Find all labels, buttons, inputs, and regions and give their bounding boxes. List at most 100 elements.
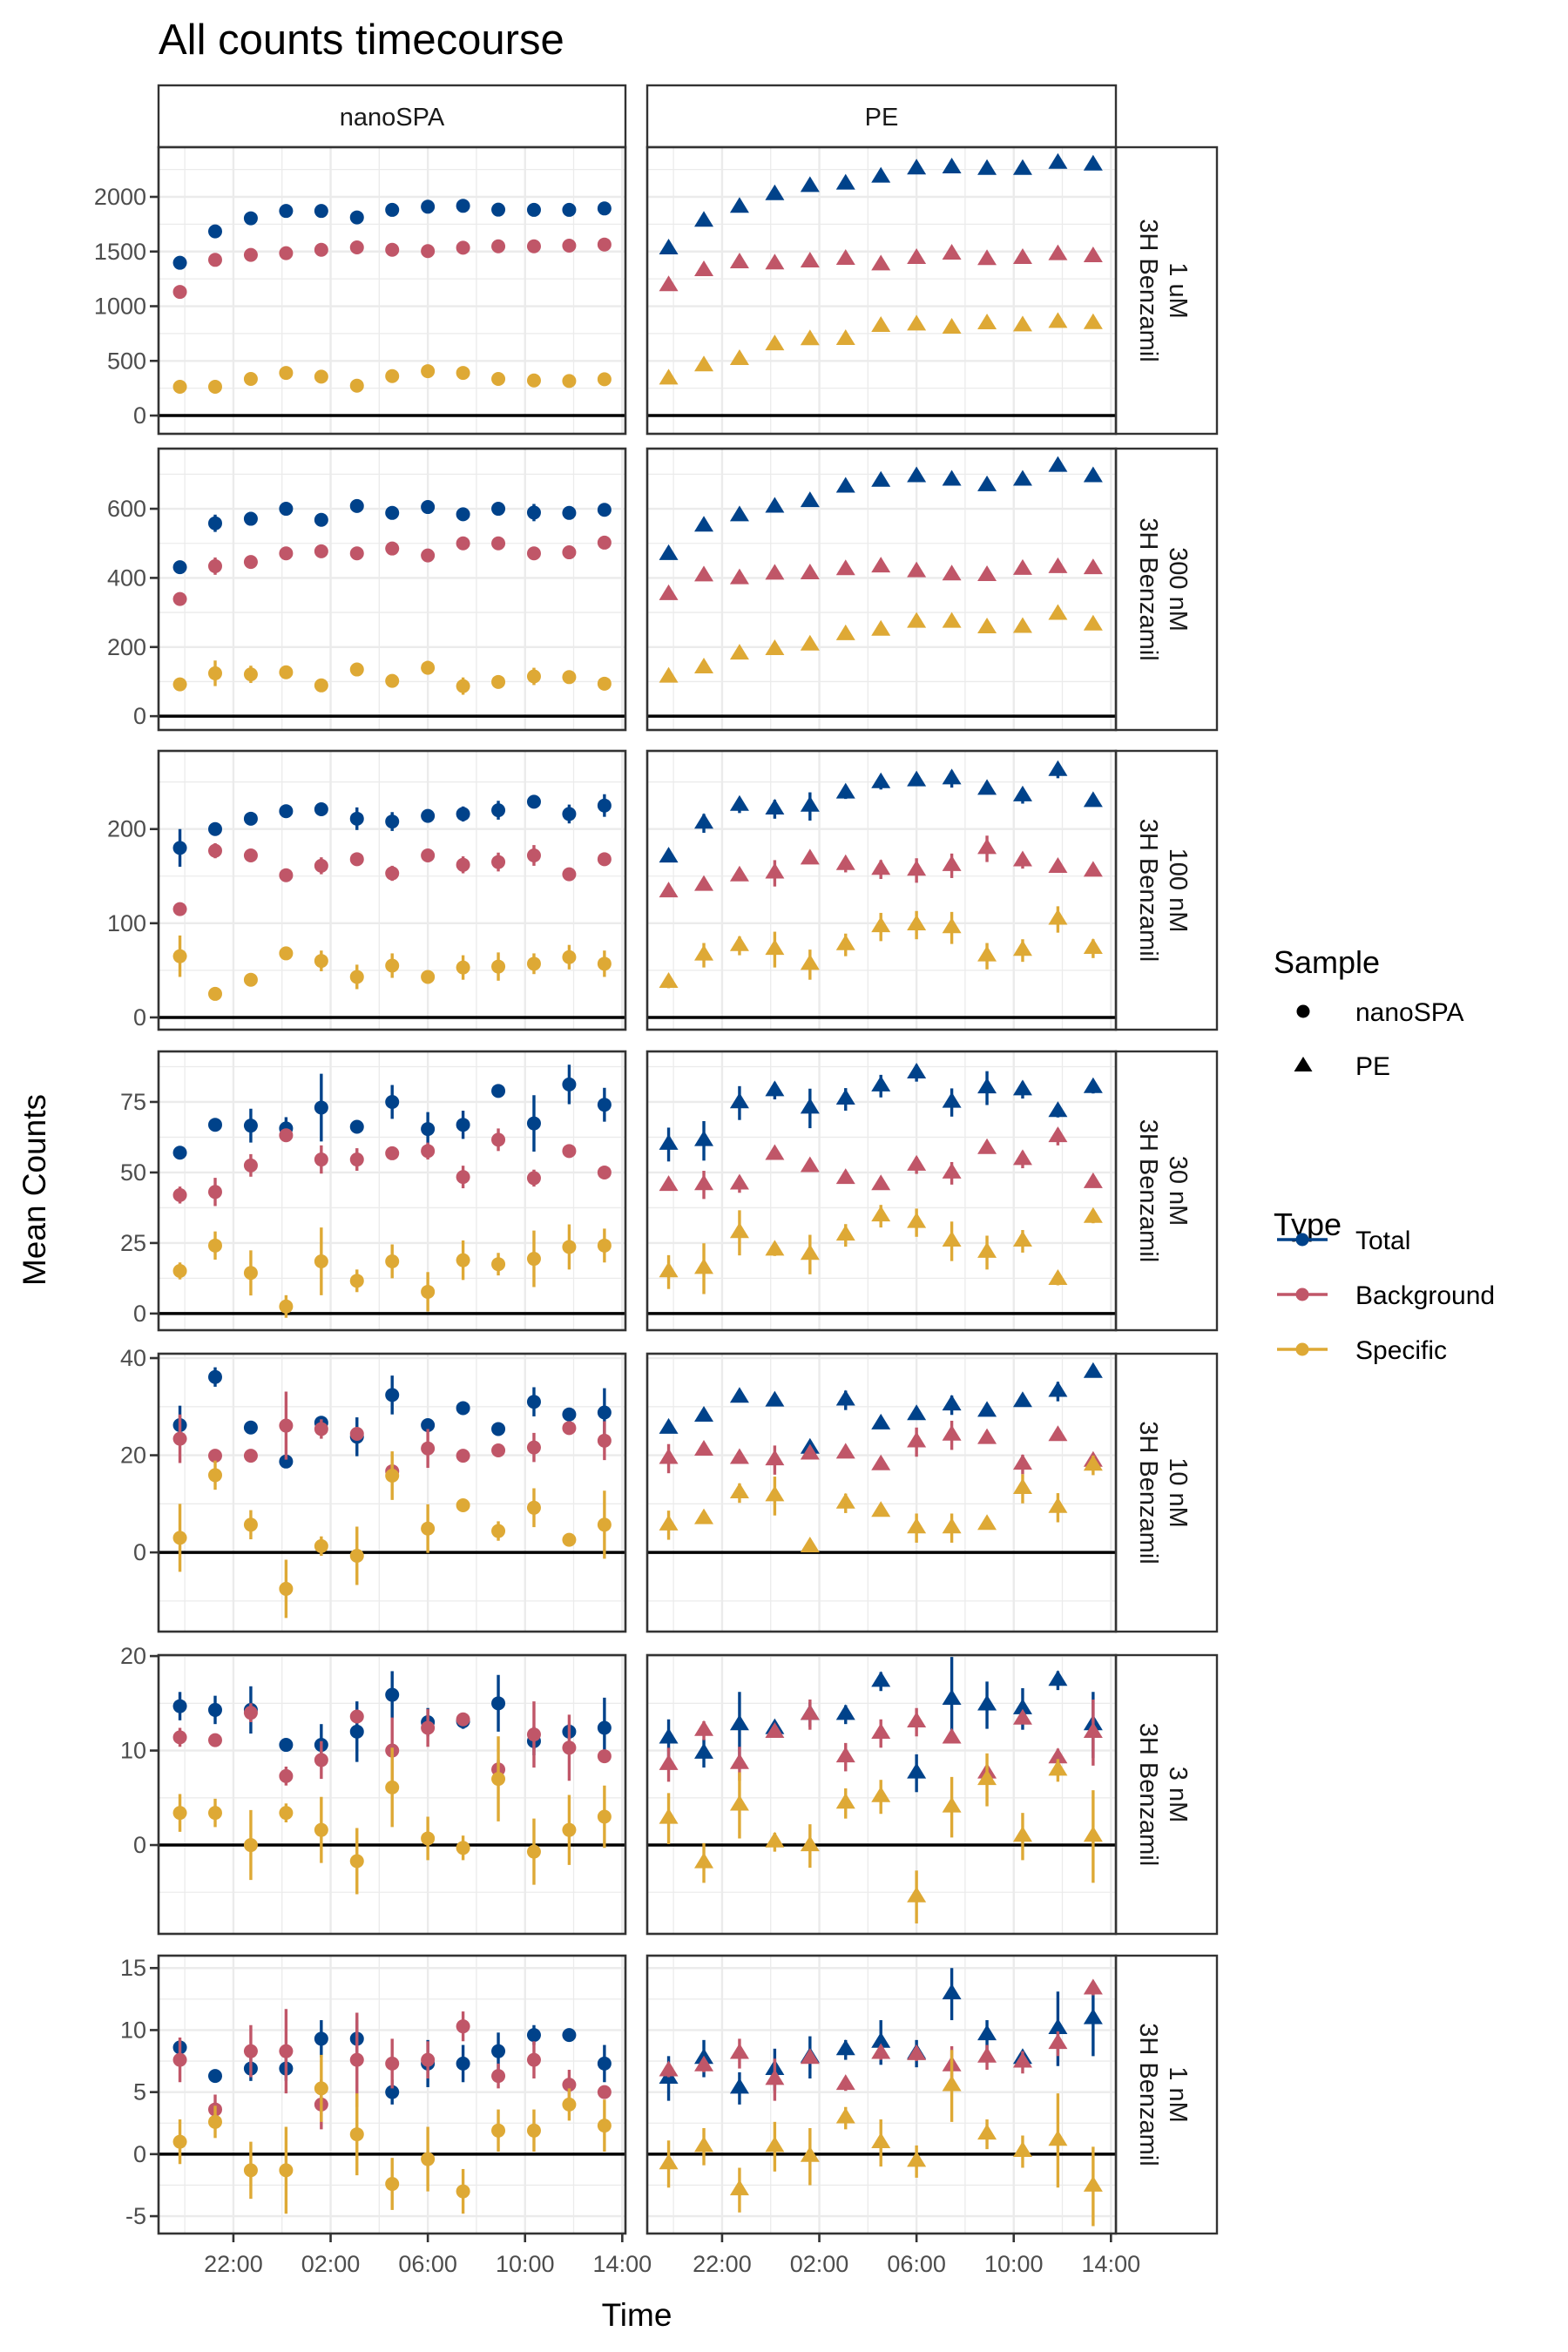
data-point bbox=[659, 1417, 679, 1434]
strip-box bbox=[1114, 1352, 1219, 1633]
data-point bbox=[977, 1078, 997, 1094]
data-point bbox=[526, 2052, 541, 2067]
data-point bbox=[907, 1154, 927, 1171]
data-point bbox=[729, 2180, 749, 2196]
data-point bbox=[1012, 1230, 1032, 1247]
data-point bbox=[835, 2107, 855, 2124]
data-point bbox=[800, 634, 820, 651]
data-point bbox=[526, 794, 541, 809]
data-point bbox=[491, 1443, 506, 1457]
data-point bbox=[456, 366, 470, 381]
data-point bbox=[172, 949, 187, 963]
data-point bbox=[314, 204, 328, 219]
data-point bbox=[562, 950, 577, 964]
data-point bbox=[1048, 2018, 1068, 2035]
data-point bbox=[243, 511, 258, 526]
data-point bbox=[491, 536, 506, 551]
panel-border bbox=[157, 749, 627, 1031]
data-point bbox=[279, 946, 294, 961]
data-point bbox=[765, 939, 785, 956]
data-point bbox=[385, 541, 400, 556]
data-point bbox=[907, 1062, 927, 1078]
data-point bbox=[835, 1389, 855, 1406]
data-point bbox=[349, 2052, 364, 2067]
data-point bbox=[421, 1122, 436, 1137]
strip-box bbox=[645, 84, 1118, 149]
data-point bbox=[172, 1806, 187, 1821]
series-background bbox=[172, 842, 612, 916]
data-point bbox=[597, 1433, 612, 1448]
data-point bbox=[279, 502, 294, 517]
data-point bbox=[172, 560, 187, 575]
panel-background bbox=[647, 449, 1116, 730]
data-point bbox=[562, 867, 577, 882]
data-point bbox=[907, 1886, 927, 1903]
legend-sample-title: Sample bbox=[1274, 944, 1380, 980]
data-point bbox=[279, 204, 294, 219]
data-point bbox=[871, 254, 891, 271]
data-point bbox=[942, 1796, 962, 1813]
data-point bbox=[385, 1146, 400, 1160]
data-point bbox=[765, 2069, 785, 2085]
panel-border bbox=[157, 1653, 627, 1936]
data-point bbox=[835, 624, 855, 640]
data-point bbox=[907, 1404, 927, 1421]
y-tick-label: 0 bbox=[133, 1301, 146, 1327]
data-point bbox=[1048, 1497, 1068, 1513]
data-point bbox=[907, 248, 927, 265]
data-point bbox=[385, 866, 400, 881]
data-point bbox=[208, 1468, 223, 1483]
data-point bbox=[279, 1738, 294, 1753]
data-point bbox=[421, 244, 436, 259]
y-tick-label: 0 bbox=[133, 2141, 146, 2167]
data-point bbox=[243, 371, 258, 386]
series-specific bbox=[172, 1224, 612, 1318]
data-point bbox=[243, 555, 258, 570]
series-specific bbox=[659, 1455, 1103, 1552]
data-point bbox=[279, 1454, 294, 1469]
data-point bbox=[597, 1749, 612, 1764]
data-point bbox=[1012, 558, 1032, 575]
data-point bbox=[835, 2039, 855, 2056]
data-point bbox=[279, 665, 294, 679]
data-point bbox=[977, 945, 997, 962]
data-point bbox=[1048, 1126, 1068, 1143]
data-point bbox=[1083, 614, 1103, 631]
series-total bbox=[659, 456, 1103, 560]
data-point bbox=[729, 1483, 749, 1499]
data-point bbox=[491, 1772, 506, 1787]
data-point bbox=[977, 1241, 997, 1258]
data-point bbox=[942, 1092, 962, 1108]
data-point bbox=[208, 1733, 223, 1747]
panel-pe-row-2 bbox=[645, 749, 1118, 1031]
data-point bbox=[314, 1254, 328, 1268]
data-point bbox=[562, 2028, 577, 2043]
data-point bbox=[942, 1395, 962, 1411]
data-point bbox=[977, 1428, 997, 1444]
data-point bbox=[597, 2085, 612, 2099]
data-point bbox=[385, 1094, 400, 1109]
data-point bbox=[765, 1240, 785, 1256]
data-point bbox=[314, 544, 328, 558]
data-point bbox=[526, 1395, 541, 1409]
data-point bbox=[597, 676, 612, 691]
legend-label: Background bbox=[1355, 1281, 1495, 1310]
y-tick-label: 10 bbox=[120, 2017, 146, 2043]
data-point bbox=[1083, 938, 1103, 955]
data-point bbox=[349, 210, 364, 225]
data-point bbox=[1083, 2008, 1103, 2024]
data-point bbox=[208, 558, 223, 573]
data-point bbox=[597, 1720, 612, 1735]
panel-border bbox=[645, 749, 1118, 1031]
data-point bbox=[1083, 1978, 1103, 1995]
data-point bbox=[907, 1712, 927, 1728]
data-point bbox=[694, 565, 714, 582]
data-point bbox=[659, 1133, 679, 1150]
data-point bbox=[562, 807, 577, 821]
data-point bbox=[942, 1517, 962, 1534]
y-tick-label: 20 bbox=[120, 1443, 146, 1469]
data-point bbox=[800, 1244, 820, 1260]
data-point bbox=[1012, 159, 1032, 175]
